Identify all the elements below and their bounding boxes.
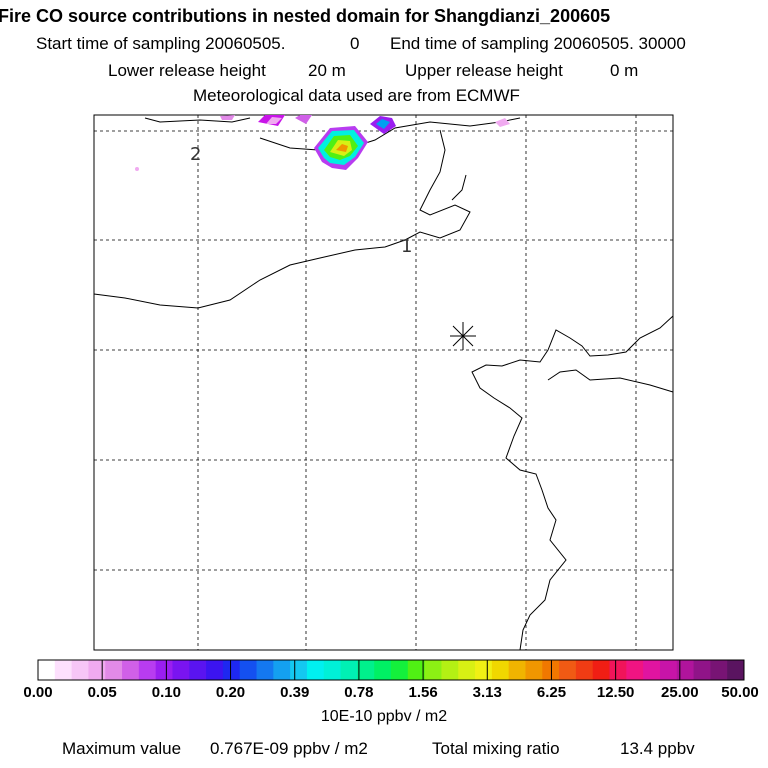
colorbar-swatch	[273, 660, 291, 680]
colorbar-tick-label: 0.78	[344, 684, 374, 701]
colorbar-swatch	[659, 660, 678, 680]
colorbar-swatch	[256, 660, 274, 680]
colorbar-swatch	[122, 660, 140, 680]
colorbar-swatch	[542, 660, 560, 680]
colorbar-tick-label: 6.25	[536, 684, 567, 701]
start-time-value: 0	[350, 34, 360, 53]
colorbar-swatch	[575, 660, 594, 680]
colorbar-swatch	[172, 660, 190, 680]
upper-release-value: 0 m	[610, 61, 639, 80]
colorbar-tick-label: 0.10	[151, 684, 181, 701]
colorbar-swatch	[525, 660, 543, 680]
start-time-label: Start time of sampling 20060505.	[36, 34, 286, 53]
colorbar-swatch	[643, 660, 661, 680]
colorbar-tick-label: 0.39	[280, 684, 310, 701]
colorbar-swatch	[374, 660, 392, 680]
colorbar-swatch	[391, 660, 409, 680]
colorbar-swatch	[206, 660, 224, 680]
total-mixing-label: Total mixing ratio	[432, 739, 560, 758]
lower-release-value: 20 m	[308, 61, 346, 80]
colorbar-swatch	[105, 660, 123, 680]
colorbar-swatch	[710, 660, 728, 680]
colorbar-swatch	[306, 660, 325, 680]
colorbar-swatch	[424, 660, 442, 680]
colorbar-swatch	[222, 660, 241, 680]
concentration-field	[135, 115, 510, 171]
colorbar-units: 10E-10 ppbv / m2	[320, 708, 448, 725]
colorbar-swatch	[508, 660, 526, 680]
colorbar-swatch	[559, 660, 577, 680]
map-frame	[93, 114, 674, 651]
colorbar-swatch	[676, 660, 695, 680]
colorbar-swatch	[475, 660, 493, 680]
colorbar-swatch	[727, 660, 745, 680]
end-time-label: End time of sampling 20060505. 30000	[390, 34, 686, 53]
colorbar-swatch	[609, 660, 627, 680]
colorbar-ticks	[37, 660, 745, 680]
colorbar-swatch	[323, 660, 342, 680]
colorbar-swatch	[491, 660, 510, 680]
colorbar-tick-label: 0.00	[23, 684, 53, 701]
colorbar-swatch	[340, 660, 358, 680]
colorbar-swatch	[88, 660, 106, 680]
colorbar-tick-label: 3.13	[472, 684, 502, 701]
max-value: 0.767E-09 ppbv / m2	[210, 739, 368, 758]
colorbar-tick-label: 50.00	[721, 684, 759, 701]
colorbar-tick-label: 0.20	[215, 684, 246, 701]
colorbar-swatch	[38, 660, 56, 680]
colorbar-swatch	[592, 660, 611, 680]
colorbar-tick-label: 25.00	[661, 684, 699, 701]
colorbar-tick-label: 0.05	[87, 684, 117, 701]
contour-label-1: 1	[401, 236, 412, 257]
colorbar-swatch	[155, 660, 173, 680]
colorbar-swatch	[441, 660, 459, 680]
colorbar-tick-label: 1.56	[408, 684, 438, 701]
station-asterisk	[450, 322, 476, 350]
max-value-label: Maximum value	[62, 739, 182, 758]
upper-release-label: Upper release height	[405, 61, 563, 80]
colorbar-swatch	[357, 660, 375, 680]
lower-release-label: Lower release height	[108, 61, 266, 80]
plot-title: Fire CO source contributions in nested d…	[0, 6, 611, 26]
contour-label-2: 2	[190, 144, 201, 165]
total-mixing-value: 13.4 ppbv	[620, 739, 695, 758]
colorbar-tick-label: 12.50	[596, 684, 635, 701]
colorbar-swatch	[189, 660, 207, 680]
colorbar-swatch	[138, 660, 157, 680]
met-data-line: Meteorological data used are from ECMWF	[193, 86, 520, 105]
colorbar-swatch	[458, 660, 476, 680]
colorbar-swatch	[71, 660, 89, 680]
coastlines	[93, 117, 674, 651]
colorbar-swatch	[54, 660, 73, 680]
colorbar-swatch	[693, 660, 711, 680]
colorbar-swatch	[290, 660, 308, 680]
colorbar-swatch	[626, 660, 644, 680]
colorbar	[37, 659, 745, 681]
colorbar-swatch	[239, 660, 258, 680]
colorbar-swatch	[407, 660, 426, 680]
